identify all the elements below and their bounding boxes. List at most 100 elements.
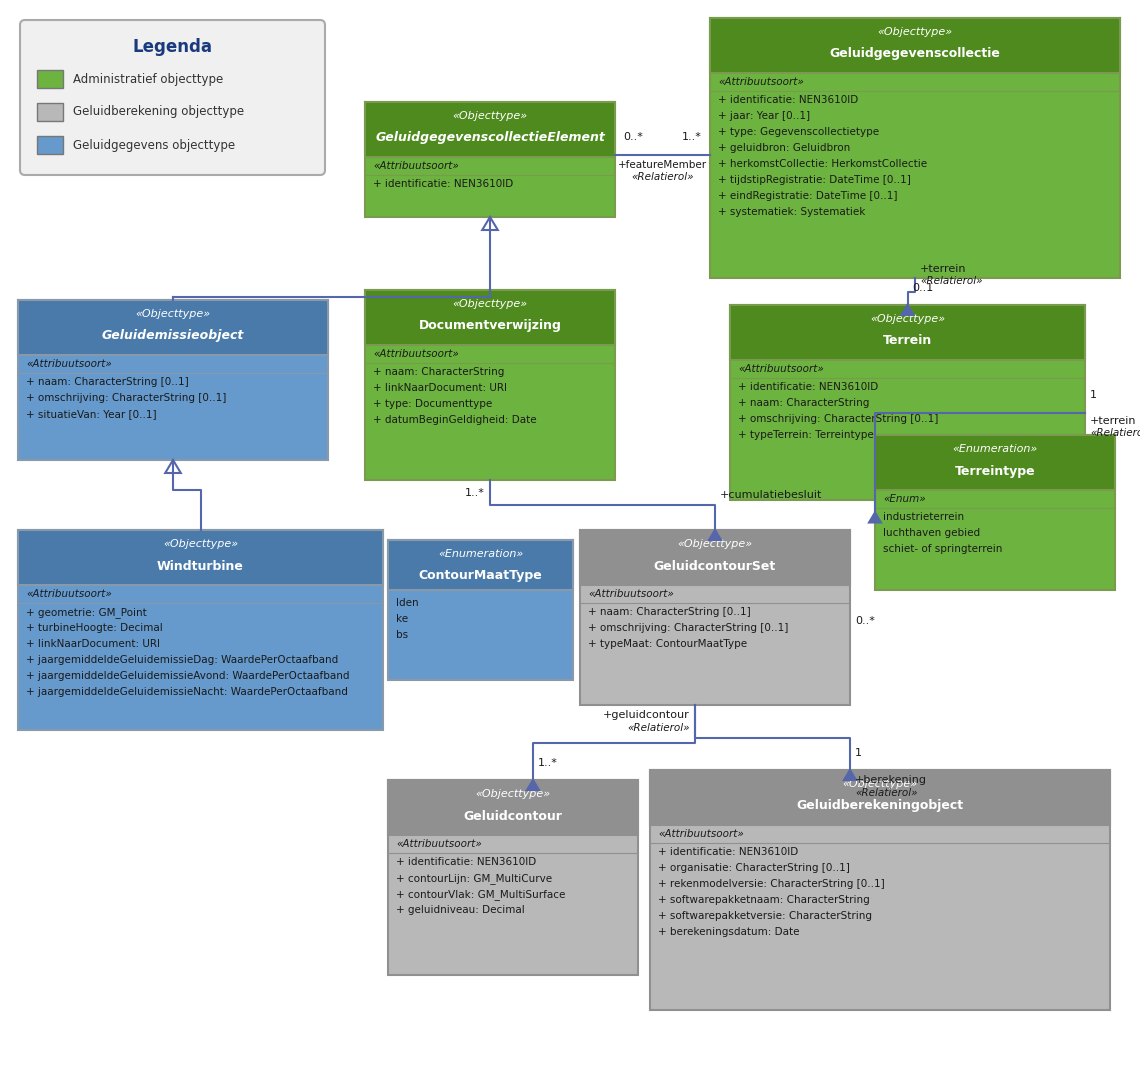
Bar <box>18 300 328 355</box>
Text: Terrein: Terrein <box>882 335 933 348</box>
Text: lden: lden <box>396 598 418 608</box>
Text: luchthaven gebied: luchthaven gebied <box>884 528 980 538</box>
Text: + identificatie: NEN3610ID: + identificatie: NEN3610ID <box>718 95 858 105</box>
Bar <box>388 540 573 680</box>
Text: + herkomstCollectie: HerkomstCollectie: + herkomstCollectie: HerkomstCollectie <box>718 159 927 169</box>
Text: ke: ke <box>396 614 408 624</box>
Text: + turbineHoogte: Decimal: + turbineHoogte: Decimal <box>26 623 163 633</box>
Text: + naam: CharacterString [0..1]: + naam: CharacterString [0..1] <box>588 607 751 617</box>
Text: «Objecttype»: «Objecttype» <box>453 299 528 309</box>
Text: Geluidgegevenscollectie: Geluidgegevenscollectie <box>830 47 1001 60</box>
Text: industrieterrein: industrieterrein <box>884 512 964 522</box>
Bar <box>365 102 614 217</box>
Text: Documentverwijzing: Documentverwijzing <box>418 320 561 332</box>
Text: «Enum»: «Enum» <box>884 494 926 504</box>
Text: «Objecttype»: «Objecttype» <box>453 111 528 121</box>
Bar <box>388 780 638 835</box>
Text: GeluidgegevenscollectieElement: GeluidgegevenscollectieElement <box>375 131 605 144</box>
Text: + organisatie: CharacterString [0..1]: + organisatie: CharacterString [0..1] <box>658 863 850 873</box>
Bar <box>365 102 614 157</box>
Text: + type: Documenttype: + type: Documenttype <box>373 399 492 409</box>
Text: 0..*: 0..* <box>855 615 874 625</box>
Text: «Objecttype»: «Objecttype» <box>163 539 238 549</box>
Bar <box>876 435 1115 490</box>
Bar <box>580 530 850 585</box>
Text: Legenda: Legenda <box>132 38 212 56</box>
Bar <box>388 540 573 590</box>
Text: «Attribuutsoort»: «Attribuutsoort» <box>26 589 112 599</box>
Text: + contourLijn: GM_MultiCurve: + contourLijn: GM_MultiCurve <box>396 873 552 883</box>
Polygon shape <box>902 305 913 315</box>
Text: + datumBeginGeldigheid: Date: + datumBeginGeldigheid: Date <box>373 415 537 425</box>
Bar <box>730 305 1085 500</box>
Text: 1: 1 <box>855 748 862 758</box>
Text: + rekenmodelversie: CharacterString [0..1]: + rekenmodelversie: CharacterString [0..… <box>658 879 885 889</box>
Text: + identificatie: NEN3610ID: + identificatie: NEN3610ID <box>373 179 513 189</box>
Text: «Attribuutsoort»: «Attribuutsoort» <box>373 161 458 171</box>
Text: + jaar: Year [0..1]: + jaar: Year [0..1] <box>718 111 811 121</box>
Text: Geluidcontour: Geluidcontour <box>464 809 562 822</box>
Text: + tijdstipRegistratie: DateTime [0..1]: + tijdstipRegistratie: DateTime [0..1] <box>718 175 911 185</box>
Polygon shape <box>869 512 881 523</box>
Text: «Relatierol»: «Relatierol» <box>627 723 690 733</box>
Bar <box>388 780 638 975</box>
Text: GeluidcontourSet: GeluidcontourSet <box>654 560 776 572</box>
Text: 1: 1 <box>1090 391 1097 400</box>
FancyBboxPatch shape <box>21 20 325 175</box>
Text: «Objecttype»: «Objecttype» <box>677 539 752 549</box>
Text: +featureMember: +featureMember <box>618 159 707 170</box>
Text: «Attribuutsoort»: «Attribuutsoort» <box>718 77 804 87</box>
Text: bs: bs <box>396 631 408 640</box>
Text: 1..*: 1..* <box>682 132 702 142</box>
Text: + jaargemiddeldeGeluidemissieDag: WaardePerOctaafband: + jaargemiddeldeGeluidemissieDag: Waarde… <box>26 655 339 665</box>
Text: + contourVlak: GM_MultiSurface: + contourVlak: GM_MultiSurface <box>396 889 565 900</box>
Bar <box>650 770 1110 825</box>
Text: Terreintype: Terreintype <box>954 465 1035 478</box>
Text: «Relatierol»: «Relatierol» <box>1090 428 1140 439</box>
Text: +terrein: +terrein <box>920 264 967 273</box>
Text: Administratief objecttype: Administratief objecttype <box>73 72 223 85</box>
Bar <box>876 435 1115 590</box>
Text: + geluidniveau: Decimal: + geluidniveau: Decimal <box>396 905 524 915</box>
Text: «Relatierol»: «Relatierol» <box>920 277 983 286</box>
Bar <box>580 530 850 705</box>
Text: + softwarepakketversie: CharacterString: + softwarepakketversie: CharacterString <box>658 911 872 921</box>
Text: Geluidberekening objecttype: Geluidberekening objecttype <box>73 105 244 118</box>
Text: +cumulatiebesluit: +cumulatiebesluit <box>720 490 822 500</box>
Text: +terrein: +terrein <box>1090 415 1137 425</box>
Text: «Objecttype»: «Objecttype» <box>878 27 953 37</box>
Text: + naam: CharacterString: + naam: CharacterString <box>738 398 870 408</box>
Text: + type: Gegevenscollectietype: + type: Gegevenscollectietype <box>718 127 879 137</box>
Bar <box>650 770 1110 1010</box>
Text: «Attribuutsoort»: «Attribuutsoort» <box>373 349 458 359</box>
Text: + geometrie: GM_Point: + geometrie: GM_Point <box>26 607 147 618</box>
Text: 0..1: 0..1 <box>912 283 934 293</box>
Text: «Enumeration»: «Enumeration» <box>438 549 523 560</box>
Text: «Enumeration»: «Enumeration» <box>952 444 1037 454</box>
Text: «Attribuutsoort»: «Attribuutsoort» <box>658 829 743 839</box>
Polygon shape <box>709 530 720 540</box>
Text: + systematiek: Systematiek: + systematiek: Systematiek <box>718 207 865 217</box>
Text: schiet- of springterrein: schiet- of springterrein <box>884 544 1002 554</box>
Text: + identificatie: NEN3610ID: + identificatie: NEN3610ID <box>738 382 878 392</box>
Text: + softwarepakketnaam: CharacterString: + softwarepakketnaam: CharacterString <box>658 895 870 905</box>
Text: «Objecttype»: «Objecttype» <box>870 314 945 324</box>
Text: «Attribuutsoort»: «Attribuutsoort» <box>588 589 674 599</box>
Text: + identificatie: NEN3610ID: + identificatie: NEN3610ID <box>658 847 798 856</box>
Text: «Objecttype»: «Objecttype» <box>475 789 551 799</box>
Text: + jaargemiddeldeGeluidemissieNacht: WaardePerOctaafband: + jaargemiddeldeGeluidemissieNacht: Waar… <box>26 686 348 697</box>
Text: «Relatierol»: «Relatierol» <box>632 172 694 183</box>
Text: «Attribuutsoort»: «Attribuutsoort» <box>396 839 482 849</box>
Text: + omschrijving: CharacterString [0..1]: + omschrijving: CharacterString [0..1] <box>588 623 789 633</box>
Text: «Attribuutsoort»: «Attribuutsoort» <box>738 364 824 374</box>
Polygon shape <box>844 770 856 780</box>
Text: «Relatierol»: «Relatierol» <box>855 788 918 798</box>
Text: Geluidemissieobject: Geluidemissieobject <box>101 329 244 342</box>
Text: + omschrijving: CharacterString [0..1]: + omschrijving: CharacterString [0..1] <box>26 393 227 404</box>
Bar <box>18 300 328 461</box>
Text: 1..*: 1..* <box>465 489 484 498</box>
Bar <box>18 530 383 585</box>
Bar <box>365 291 614 480</box>
Text: +berekening: +berekening <box>855 775 927 785</box>
Text: + jaargemiddeldeGeluidemissieAvond: WaardePerOctaafband: + jaargemiddeldeGeluidemissieAvond: Waar… <box>26 671 350 681</box>
